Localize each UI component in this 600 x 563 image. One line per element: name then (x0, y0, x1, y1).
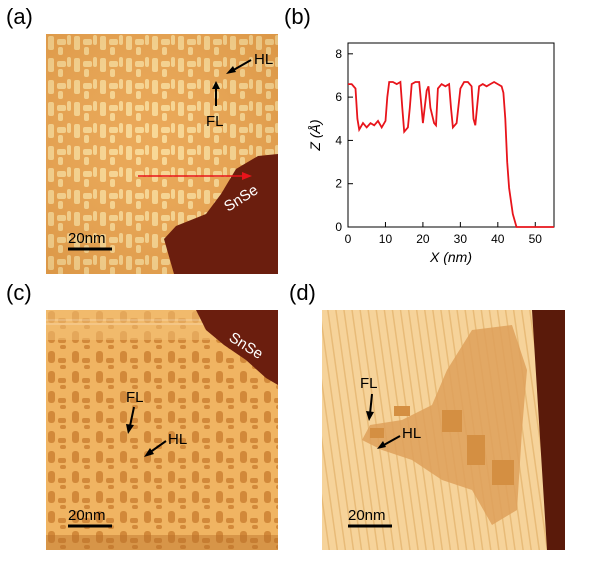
hl-label-a: HL (254, 51, 273, 68)
fl-arrowhead-a (212, 81, 220, 89)
hl-label-d: HL (402, 425, 421, 442)
profile-series-line (348, 80, 554, 228)
fl-arrow-c (129, 406, 135, 427)
hl-arrowhead-d (377, 441, 386, 449)
panel-label-b: (b) (284, 4, 311, 29)
stm-image-c: SnSe FL HL 20nm (46, 310, 278, 550)
y-tick-label: 6 (335, 90, 342, 104)
stm-image-d: FL HL 20nm (322, 310, 565, 550)
scale-bar-label-c: 20nm (68, 507, 106, 524)
stm-image-c-canvas: SnSe FL HL 20nm (46, 310, 278, 550)
stm-image-a: SnSe 20nm HL FL (46, 34, 278, 274)
plot-frame (347, 42, 555, 228)
fl-arrowhead-d (366, 411, 374, 421)
panel-label-c: (c) (6, 280, 32, 305)
hl-arrowhead-a (226, 66, 236, 74)
y-tick-label: 4 (335, 133, 342, 147)
scale-bar-label-d: 20nm (348, 507, 386, 524)
x-axis-label: X (nm) (429, 249, 472, 265)
y-tick-label: 2 (335, 177, 342, 191)
hl-arrow-d (381, 435, 401, 447)
hl-label-c: HL (168, 431, 187, 448)
y-tick-label: 0 (335, 220, 342, 234)
fl-arrowhead-c (126, 424, 134, 434)
hl-arrowhead-c (144, 448, 154, 457)
x-tick-label: 50 (529, 232, 543, 246)
axis-tick-labels: 0 10 20 30 40 50 0 2 4 6 8 (335, 47, 542, 246)
panel-label-a: (a) (6, 4, 33, 29)
line-profile-svg: 0 10 20 30 40 50 0 2 4 6 8 X (nm) Z (Å) (307, 42, 555, 265)
panel-label-d: (d) (289, 280, 316, 305)
stm-image-a-canvas: SnSe 20nm HL FL (46, 34, 278, 274)
line-profile-chart: 0 10 20 30 40 50 0 2 4 6 8 X (nm) Z (Å) (290, 10, 590, 272)
x-tick-label: 40 (491, 232, 505, 246)
scale-bar-label-a: 20nm (68, 230, 106, 247)
snse-substrate-c (196, 310, 278, 385)
x-tick-label: 10 (379, 232, 393, 246)
axis-ticks (347, 53, 536, 228)
fl-label-d: FL (360, 375, 378, 392)
stm-image-d-canvas: FL HL 20nm (322, 310, 565, 550)
y-axis-label: Z (Å) (307, 119, 323, 151)
profile-arrowhead-a (242, 172, 252, 180)
x-tick-label: 20 (416, 232, 430, 246)
x-tick-label: 30 (454, 232, 468, 246)
snse-substrate-a (164, 154, 278, 274)
y-tick-label: 8 (335, 47, 342, 61)
fl-label-c: FL (126, 389, 144, 406)
fl-arrow-d (369, 393, 373, 415)
x-tick-label: 0 (345, 232, 352, 246)
fl-label-a: FL (206, 113, 224, 130)
